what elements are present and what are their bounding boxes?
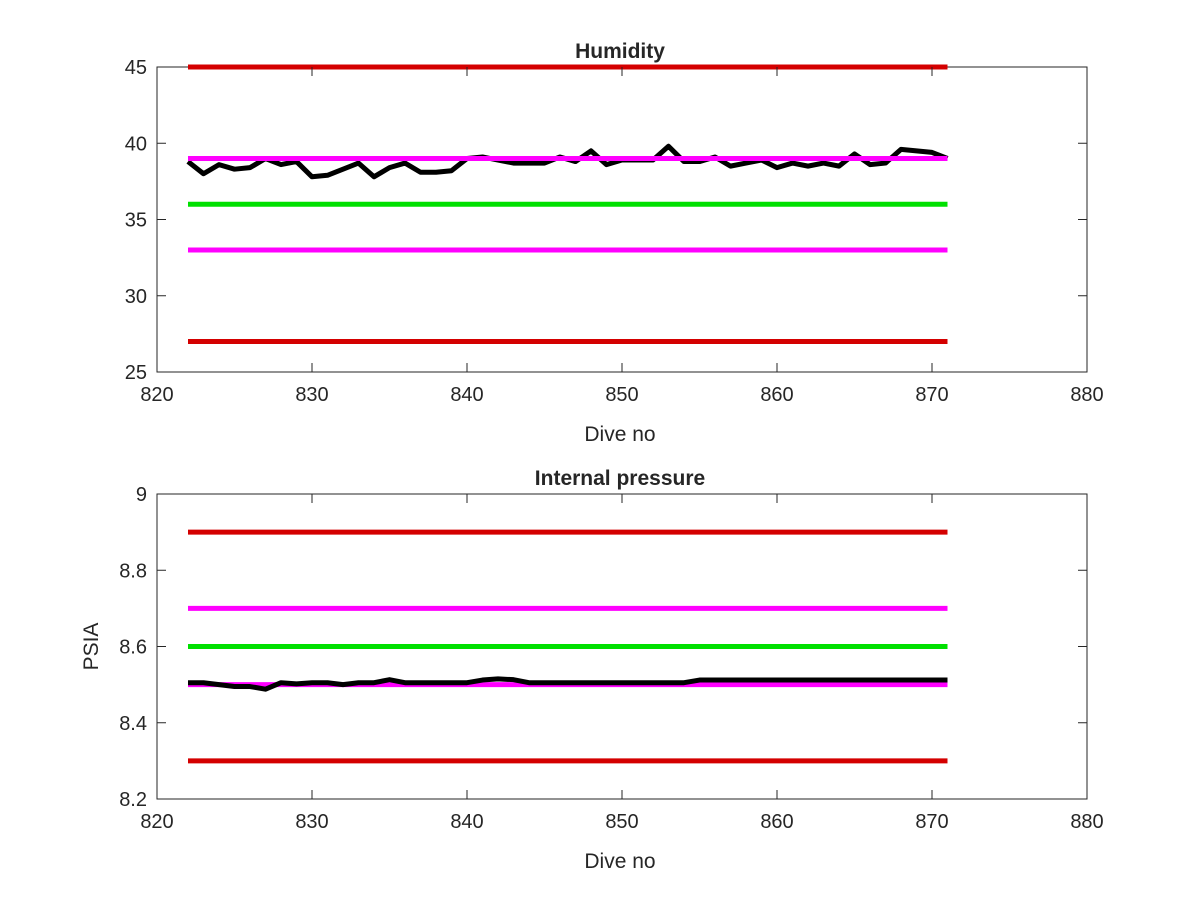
y-tick-label: 8.2 xyxy=(119,789,147,811)
x-tick-label: 860 xyxy=(760,384,793,406)
x-tick-label: 840 xyxy=(450,811,483,833)
x-axis-label: Dive no xyxy=(584,850,655,873)
y-tick-label: 30 xyxy=(125,286,147,308)
y-tick-label: 9 xyxy=(136,484,147,506)
y-tick-label: 8.8 xyxy=(119,560,147,582)
y-tick-label: 8.4 xyxy=(119,713,147,735)
x-tick-label: 880 xyxy=(1070,384,1103,406)
chart-title: Internal pressure xyxy=(535,467,705,490)
x-tick-label: 820 xyxy=(140,811,173,833)
plot-area xyxy=(188,529,948,764)
y-tick-label: 45 xyxy=(125,57,147,79)
x-axis: 820 830 840 850 860 870 880 xyxy=(140,494,1104,833)
x-tick-label: 830 xyxy=(295,384,328,406)
y-axis-label: PSIA xyxy=(80,623,103,671)
x-tick-label: 840 xyxy=(450,384,483,406)
x-axis: 820 830 840 850 860 870 880 xyxy=(140,67,1104,406)
x-axis-label: Dive no xyxy=(584,423,655,446)
y-axis: 25 30 35 40 45 xyxy=(125,57,1087,384)
humidity-chart: Humidity 820 830 840 850 860 870 880 25 30 35 40 4… xyxy=(125,40,1104,446)
x-tick-label: 850 xyxy=(605,384,638,406)
x-tick-label: 830 xyxy=(295,811,328,833)
plot-area xyxy=(186,64,949,344)
y-tick-label: 40 xyxy=(125,133,147,155)
y-axis: 8.2 8.4 8.6 8.8 9 xyxy=(119,484,1087,811)
chart-title: Humidity xyxy=(575,40,665,63)
y-tick-label: 8.6 xyxy=(119,637,147,659)
series-line-measured xyxy=(188,676,948,692)
y-tick-label: 25 xyxy=(125,362,147,384)
x-tick-label: 870 xyxy=(915,811,948,833)
x-tick-label: 860 xyxy=(760,811,793,833)
y-tick-label: 35 xyxy=(125,210,147,232)
x-tick-label: 850 xyxy=(605,811,638,833)
x-tick-label: 880 xyxy=(1070,811,1103,833)
plot-frame xyxy=(156,66,1088,373)
internal-pressure-chart: Internal pressure 820 830 840 850 860 870 880 … xyxy=(80,467,1104,873)
x-tick-label: 870 xyxy=(915,384,948,406)
x-tick-label: 820 xyxy=(140,384,173,406)
